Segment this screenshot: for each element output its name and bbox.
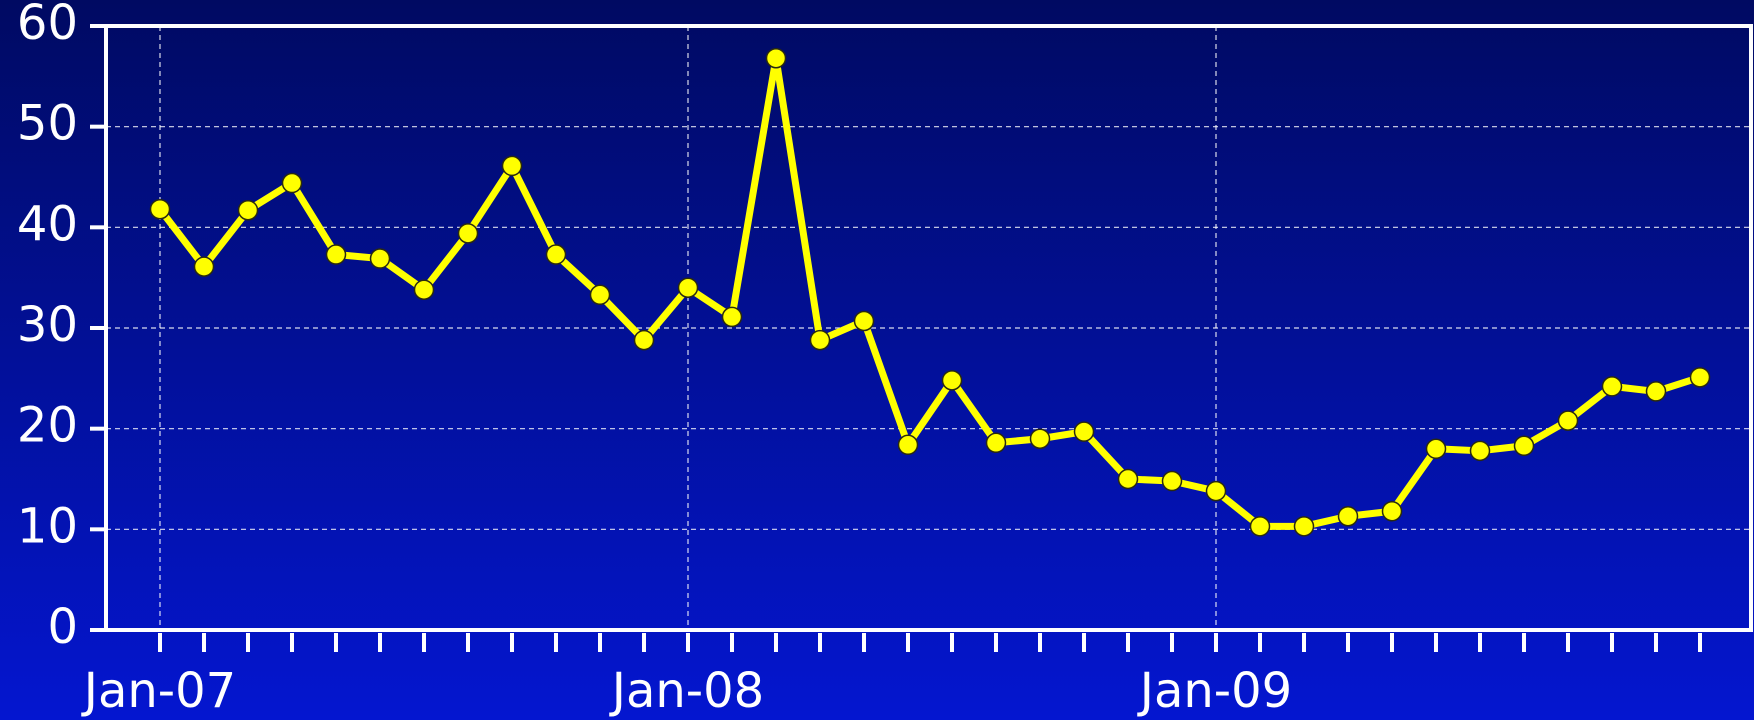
data-point [853, 310, 875, 332]
data-point [765, 47, 787, 69]
x-tick-label: Jan-09 [1137, 663, 1292, 719]
x-tick-label: Jan-07 [81, 663, 236, 719]
data-point [985, 432, 1007, 454]
y-tick-label: 10 [17, 498, 78, 554]
y-tick-label: 0 [47, 599, 78, 655]
data-point [1425, 438, 1447, 460]
data-point [369, 248, 391, 269]
data-point [1381, 500, 1403, 522]
data-point [193, 256, 215, 277]
y-tick-label: 50 [17, 96, 78, 152]
plot-frame [104, 24, 1753, 632]
data-point [1293, 516, 1315, 537]
data-point [237, 199, 259, 221]
data-point [1249, 516, 1271, 537]
data-point [501, 155, 523, 177]
y-tick-label: 20 [17, 398, 78, 454]
y-tick-label: 30 [17, 297, 78, 353]
data-point [809, 329, 831, 351]
data-point [149, 198, 171, 220]
data-point [281, 172, 303, 194]
data-point [1337, 505, 1359, 527]
data-point [633, 329, 655, 351]
data-point [941, 370, 963, 391]
data-point [677, 277, 699, 298]
y-tick-label: 40 [17, 196, 78, 252]
data-point [1601, 376, 1623, 397]
x-tick-label: Jan-08 [609, 663, 764, 719]
data-point [589, 284, 611, 306]
data-point [721, 306, 743, 328]
data-point [1469, 440, 1491, 462]
y-tick-label: 60 [17, 0, 78, 51]
data-point [545, 244, 567, 265]
data-point [1029, 428, 1051, 449]
data-point [1205, 480, 1227, 502]
data-point [1689, 367, 1711, 388]
data-point [1645, 381, 1667, 402]
data-point [897, 434, 919, 456]
data-point [413, 279, 435, 300]
data-point [1513, 435, 1535, 457]
data-point [1161, 470, 1183, 492]
data-point [325, 244, 347, 265]
data-point [457, 223, 479, 244]
data-point [1117, 468, 1139, 490]
data-point [1073, 421, 1095, 442]
data-point [1557, 410, 1579, 431]
